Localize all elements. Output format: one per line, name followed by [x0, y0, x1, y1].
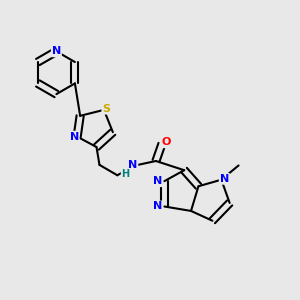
Text: N: N	[128, 160, 137, 170]
Text: N: N	[70, 132, 79, 142]
Text: H: H	[121, 169, 129, 179]
Text: N: N	[153, 202, 162, 212]
Text: N: N	[153, 176, 162, 186]
Text: S: S	[102, 104, 110, 114]
Text: O: O	[162, 137, 171, 147]
Text: N: N	[52, 46, 61, 56]
Text: N: N	[220, 174, 229, 184]
